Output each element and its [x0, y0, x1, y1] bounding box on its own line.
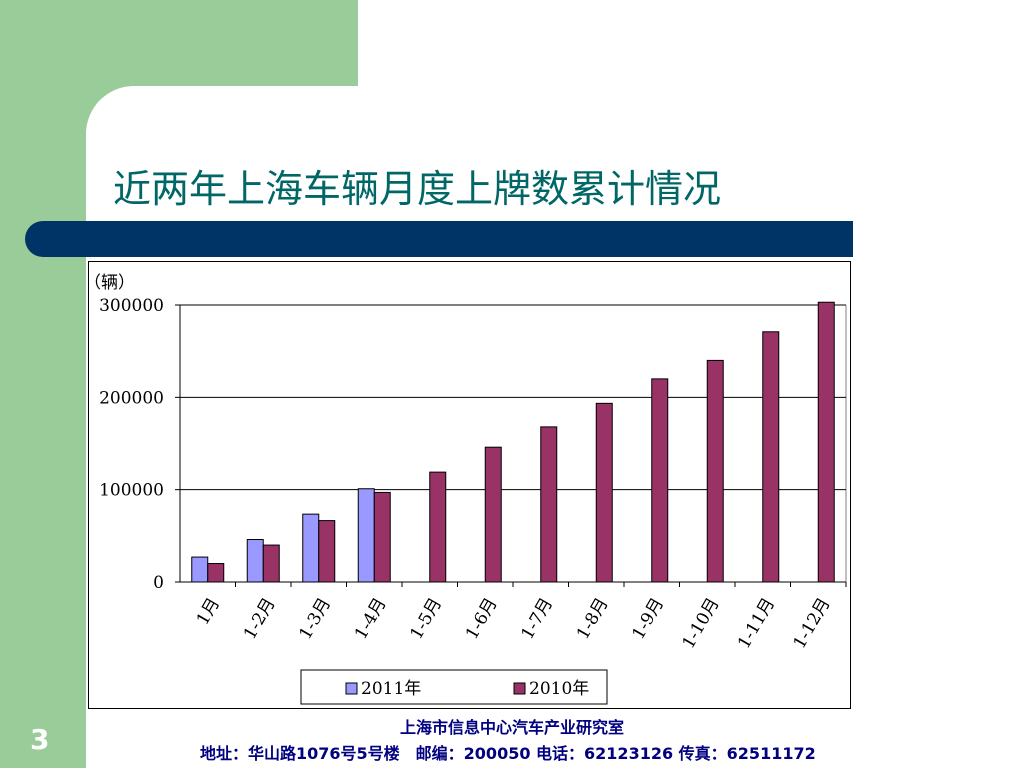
bar-2010-3 — [318, 520, 336, 583]
unit-label: （辆） — [89, 273, 135, 293]
x-tick-label: 1-12月 — [790, 595, 835, 653]
bar-2010-10 — [706, 359, 724, 583]
bar-2011-3 — [302, 513, 320, 583]
bar-2010-8 — [595, 402, 613, 583]
chart-frame: （辆） 0 100000 200000 300000 1月 1-2月 1-3月 1-4月 1-… — [84, 261, 851, 709]
bar-2011-4 — [357, 488, 375, 583]
bar-2010-2 — [262, 544, 280, 583]
y-tick-label: 200000 — [99, 388, 164, 408]
grid-lines — [180, 304, 847, 582]
legend-swatch-2011 — [345, 682, 358, 695]
x-tick-label: 1-5月 — [407, 595, 447, 643]
bar-2010-9 — [651, 378, 669, 583]
legend-label-2010: 2010年 — [529, 679, 589, 699]
page-number: 3 — [30, 723, 50, 756]
bars — [191, 301, 835, 583]
slide-title: 近两年上海车辆月度上牌数累计情况 — [113, 167, 722, 211]
y-tick-label: 0 — [153, 573, 164, 593]
legend: 2011年 2010年 — [300, 669, 608, 705]
green-background-left — [0, 0, 86, 768]
bar-2011-2 — [246, 539, 264, 583]
x-tick-label: 1-6月 — [462, 595, 502, 643]
x-tick-label: 1-3月 — [296, 595, 336, 643]
bar-chart: （辆） 0 100000 200000 300000 1月 1-2月 1-3月 1-4月 1-… — [84, 273, 847, 705]
bar-2011-1 — [191, 556, 209, 583]
x-tick-label: 1月 — [193, 595, 224, 629]
bar-2010-1 — [207, 563, 225, 583]
x-tick-label: 1-10月 — [679, 595, 724, 653]
x-tick-label: 1-7月 — [518, 595, 558, 643]
bar-2010-4 — [373, 491, 391, 583]
y-tick-label: 300000 — [99, 296, 164, 316]
bar-2010-5 — [429, 471, 447, 583]
x-tick-label: 1-9月 — [629, 595, 669, 643]
legend-swatch-2010 — [513, 682, 526, 695]
footer-organization: 上海市信息中心汽车产业研究室 — [400, 718, 625, 737]
bar-2010-7 — [540, 426, 558, 583]
bar-2010-12 — [817, 301, 835, 583]
footer-contact: 地址：华山路1076号5号楼 邮编：200050 电话：62123126 传真：… — [200, 744, 816, 763]
bar-2010-11 — [762, 331, 780, 583]
title-banner-bar — [25, 221, 853, 257]
x-tick-label: 1-4月 — [351, 595, 391, 643]
y-tick-label: 100000 — [99, 481, 164, 501]
x-tick-label: 1-11月 — [734, 595, 779, 653]
legend-label-2011: 2011年 — [361, 679, 421, 699]
x-tick-label: 1-8月 — [573, 595, 613, 643]
x-tick-label: 1-2月 — [240, 595, 280, 643]
y-axis: 0 100000 200000 300000 — [99, 296, 181, 593]
bar-2010-6 — [484, 446, 502, 583]
x-axis: 1月 1-2月 1-3月 1-4月 1-5月 1-6月 1-7月 1-8月 1-9月 1-10月 1… — [180, 581, 847, 653]
